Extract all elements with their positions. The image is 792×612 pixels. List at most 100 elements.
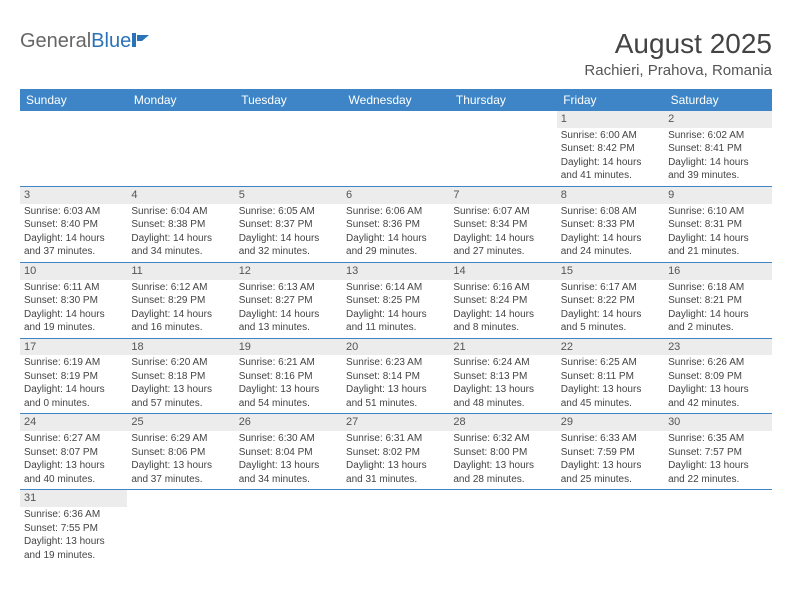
calendar-table: Sunday Monday Tuesday Wednesday Thursday… <box>20 89 772 565</box>
day-number: 10 <box>20 263 127 280</box>
day-details: Sunrise: 6:02 AMSunset: 8:41 PMDaylight:… <box>668 129 767 183</box>
day-details: Sunrise: 6:19 AMSunset: 8:19 PMDaylight:… <box>24 356 123 410</box>
day-number: 31 <box>20 490 127 507</box>
day-number: 30 <box>664 414 771 431</box>
day-number: 26 <box>235 414 342 431</box>
day-details: Sunrise: 6:26 AMSunset: 8:09 PMDaylight:… <box>668 356 767 410</box>
day-number: 23 <box>664 339 771 356</box>
day-number: 25 <box>127 414 234 431</box>
calendar-row: 24Sunrise: 6:27 AMSunset: 8:07 PMDayligh… <box>20 414 772 490</box>
title-month: August 2025 <box>584 28 772 60</box>
calendar-cell: 14Sunrise: 6:16 AMSunset: 8:24 PMDayligh… <box>449 262 556 338</box>
day-details: Sunrise: 6:25 AMSunset: 8:11 PMDaylight:… <box>561 356 660 410</box>
day-details: Sunrise: 6:11 AMSunset: 8:30 PMDaylight:… <box>24 281 123 335</box>
day-number: 6 <box>342 187 449 204</box>
day-number: 18 <box>127 339 234 356</box>
title-location: Rachieri, Prahova, Romania <box>584 62 772 79</box>
calendar-cell <box>127 490 234 565</box>
day-number: 20 <box>342 339 449 356</box>
day-number: 29 <box>557 414 664 431</box>
day-number: 8 <box>557 187 664 204</box>
calendar-cell: 28Sunrise: 6:32 AMSunset: 8:00 PMDayligh… <box>449 414 556 490</box>
day-number: 24 <box>20 414 127 431</box>
calendar-row: 1Sunrise: 6:00 AMSunset: 8:42 PMDaylight… <box>20 111 772 186</box>
day-details: Sunrise: 6:31 AMSunset: 8:02 PMDaylight:… <box>346 432 445 486</box>
day-details: Sunrise: 6:32 AMSunset: 8:00 PMDaylight:… <box>453 432 552 486</box>
day-number: 15 <box>557 263 664 280</box>
day-number: 17 <box>20 339 127 356</box>
day-number: 14 <box>449 263 556 280</box>
calendar-cell: 13Sunrise: 6:14 AMSunset: 8:25 PMDayligh… <box>342 262 449 338</box>
calendar-cell: 23Sunrise: 6:26 AMSunset: 8:09 PMDayligh… <box>664 338 771 414</box>
calendar-cell: 12Sunrise: 6:13 AMSunset: 8:27 PMDayligh… <box>235 262 342 338</box>
calendar-cell: 15Sunrise: 6:17 AMSunset: 8:22 PMDayligh… <box>557 262 664 338</box>
day-details: Sunrise: 6:07 AMSunset: 8:34 PMDaylight:… <box>453 205 552 259</box>
calendar-cell: 8Sunrise: 6:08 AMSunset: 8:33 PMDaylight… <box>557 186 664 262</box>
logo-flag-icon <box>132 33 150 47</box>
calendar-cell: 6Sunrise: 6:06 AMSunset: 8:36 PMDaylight… <box>342 186 449 262</box>
calendar-cell <box>449 490 556 565</box>
day-number: 16 <box>664 263 771 280</box>
day-details: Sunrise: 6:14 AMSunset: 8:25 PMDaylight:… <box>346 281 445 335</box>
day-details: Sunrise: 6:10 AMSunset: 8:31 PMDaylight:… <box>668 205 767 259</box>
day-number: 4 <box>127 187 234 204</box>
day-number: 13 <box>342 263 449 280</box>
weekday-header: Wednesday <box>342 89 449 111</box>
calendar-cell: 30Sunrise: 6:35 AMSunset: 7:57 PMDayligh… <box>664 414 771 490</box>
calendar-cell: 3Sunrise: 6:03 AMSunset: 8:40 PMDaylight… <box>20 186 127 262</box>
day-number: 5 <box>235 187 342 204</box>
calendar-cell <box>449 111 556 186</box>
day-number: 3 <box>20 187 127 204</box>
calendar-cell: 27Sunrise: 6:31 AMSunset: 8:02 PMDayligh… <box>342 414 449 490</box>
calendar-cell <box>664 490 771 565</box>
weekday-header: Thursday <box>449 89 556 111</box>
weekday-header: Saturday <box>664 89 771 111</box>
day-details: Sunrise: 6:24 AMSunset: 8:13 PMDaylight:… <box>453 356 552 410</box>
calendar-cell: 17Sunrise: 6:19 AMSunset: 8:19 PMDayligh… <box>20 338 127 414</box>
day-number: 28 <box>449 414 556 431</box>
calendar-cell: 19Sunrise: 6:21 AMSunset: 8:16 PMDayligh… <box>235 338 342 414</box>
header: GeneralBlue August 2025 Rachieri, Prahov… <box>20 28 772 79</box>
calendar-cell: 4Sunrise: 6:04 AMSunset: 8:38 PMDaylight… <box>127 186 234 262</box>
logo-text-1: General <box>20 30 91 53</box>
logo-text-2: Blue <box>91 30 131 53</box>
day-details: Sunrise: 6:17 AMSunset: 8:22 PMDaylight:… <box>561 281 660 335</box>
day-details: Sunrise: 6:16 AMSunset: 8:24 PMDaylight:… <box>453 281 552 335</box>
calendar-body: 1Sunrise: 6:00 AMSunset: 8:42 PMDaylight… <box>20 111 772 565</box>
day-details: Sunrise: 6:00 AMSunset: 8:42 PMDaylight:… <box>561 129 660 183</box>
day-details: Sunrise: 6:20 AMSunset: 8:18 PMDaylight:… <box>131 356 230 410</box>
calendar-cell: 26Sunrise: 6:30 AMSunset: 8:04 PMDayligh… <box>235 414 342 490</box>
calendar-row: 10Sunrise: 6:11 AMSunset: 8:30 PMDayligh… <box>20 262 772 338</box>
day-details: Sunrise: 6:21 AMSunset: 8:16 PMDaylight:… <box>239 356 338 410</box>
day-number: 27 <box>342 414 449 431</box>
calendar-cell: 16Sunrise: 6:18 AMSunset: 8:21 PMDayligh… <box>664 262 771 338</box>
weekday-header: Tuesday <box>235 89 342 111</box>
day-details: Sunrise: 6:18 AMSunset: 8:21 PMDaylight:… <box>668 281 767 335</box>
weekday-header: Monday <box>127 89 234 111</box>
day-number: 21 <box>449 339 556 356</box>
calendar-cell <box>342 490 449 565</box>
title-block: August 2025 Rachieri, Prahova, Romania <box>584 28 772 79</box>
weekday-header: Friday <box>557 89 664 111</box>
day-details: Sunrise: 6:12 AMSunset: 8:29 PMDaylight:… <box>131 281 230 335</box>
calendar-cell: 1Sunrise: 6:00 AMSunset: 8:42 PMDaylight… <box>557 111 664 186</box>
calendar-cell: 29Sunrise: 6:33 AMSunset: 7:59 PMDayligh… <box>557 414 664 490</box>
calendar-cell: 20Sunrise: 6:23 AMSunset: 8:14 PMDayligh… <box>342 338 449 414</box>
calendar-cell: 25Sunrise: 6:29 AMSunset: 8:06 PMDayligh… <box>127 414 234 490</box>
day-details: Sunrise: 6:13 AMSunset: 8:27 PMDaylight:… <box>239 281 338 335</box>
calendar-cell <box>235 490 342 565</box>
day-number: 1 <box>557 111 664 128</box>
calendar-cell: 9Sunrise: 6:10 AMSunset: 8:31 PMDaylight… <box>664 186 771 262</box>
day-details: Sunrise: 6:33 AMSunset: 7:59 PMDaylight:… <box>561 432 660 486</box>
calendar-cell: 21Sunrise: 6:24 AMSunset: 8:13 PMDayligh… <box>449 338 556 414</box>
weekday-header: Sunday <box>20 89 127 111</box>
calendar-cell <box>235 111 342 186</box>
calendar-cell: 10Sunrise: 6:11 AMSunset: 8:30 PMDayligh… <box>20 262 127 338</box>
calendar-cell: 11Sunrise: 6:12 AMSunset: 8:29 PMDayligh… <box>127 262 234 338</box>
logo: GeneralBlue <box>20 28 150 53</box>
day-details: Sunrise: 6:36 AMSunset: 7:55 PMDaylight:… <box>24 508 123 562</box>
day-details: Sunrise: 6:27 AMSunset: 8:07 PMDaylight:… <box>24 432 123 486</box>
calendar-cell <box>20 111 127 186</box>
day-number: 2 <box>664 111 771 128</box>
calendar-row: 31Sunrise: 6:36 AMSunset: 7:55 PMDayligh… <box>20 490 772 565</box>
